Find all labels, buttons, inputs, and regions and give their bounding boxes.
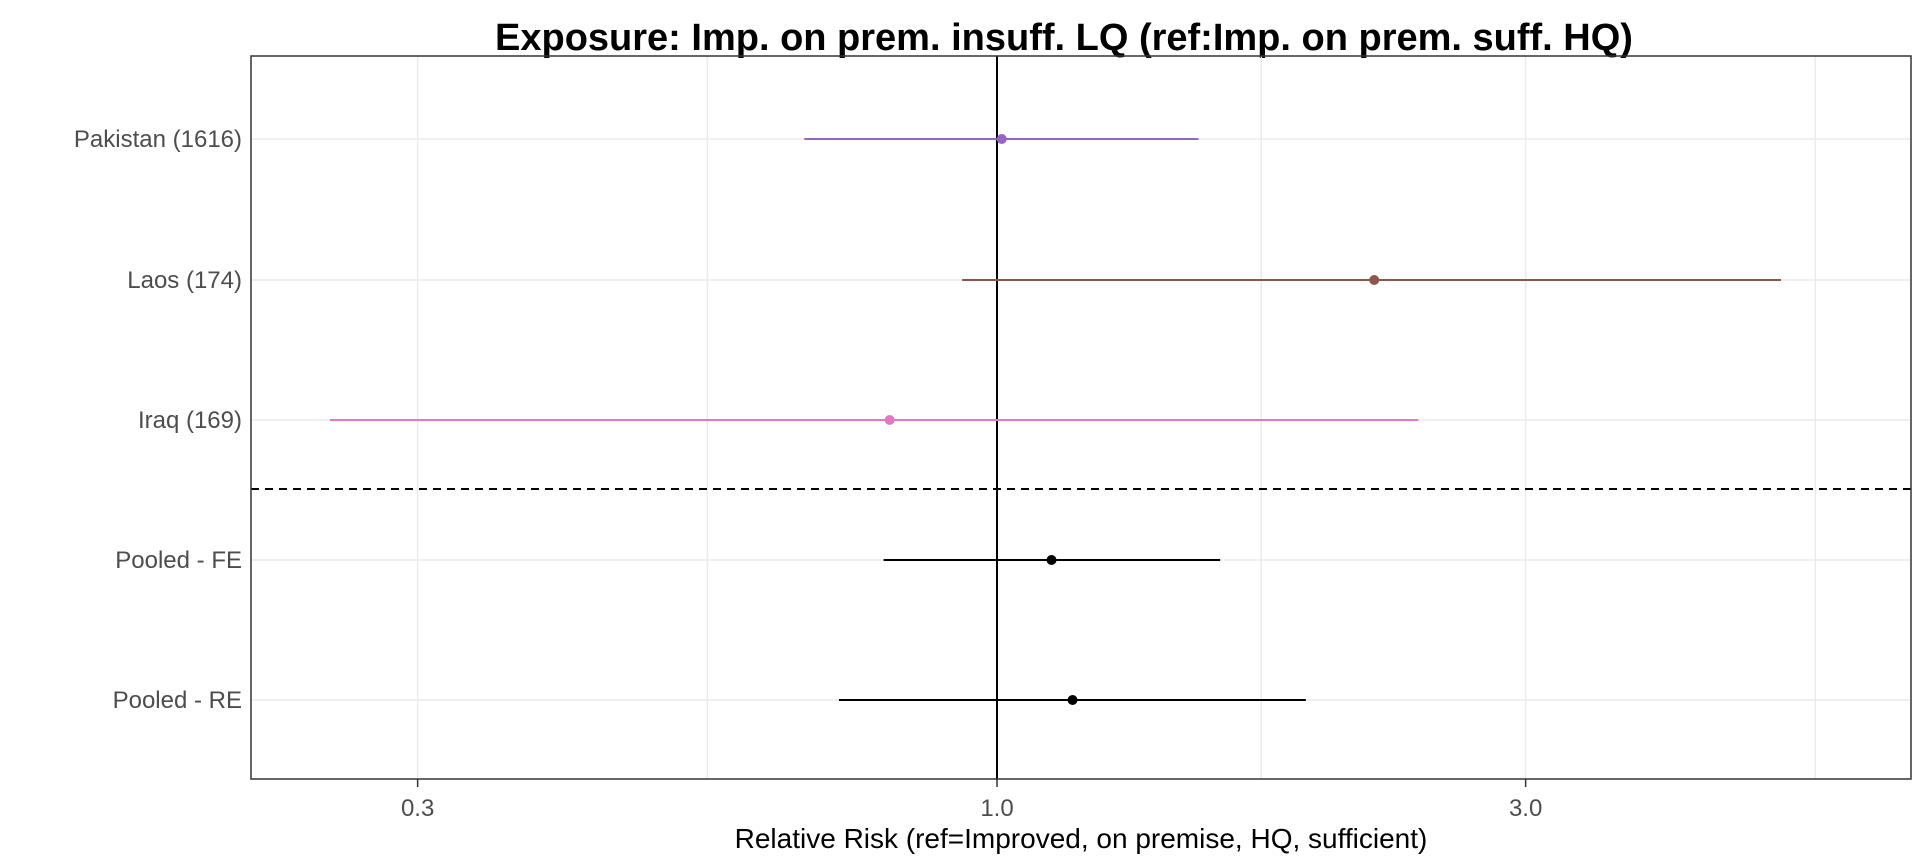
x-tick-label: 3.0: [1509, 795, 1542, 822]
point-estimate-laos-174: [1369, 275, 1380, 285]
point-estimate-pakistan-1616: [996, 134, 1007, 144]
point-estimate-pooled-re: [1067, 695, 1078, 705]
chart-title: Exposure: Imp. on prem. insuff. LQ (ref:…: [495, 17, 1633, 59]
point-estimate-pooled-fe: [1046, 555, 1057, 565]
x-axis-title: Relative Risk (ref=Improved, on premise,…: [735, 823, 1428, 854]
x-tick-label: 0.3: [401, 795, 434, 822]
y-tick-label-iraq-169: Iraq (169): [138, 407, 242, 434]
x-axis-ticks: 0.3 1.0 3.0: [401, 779, 1542, 822]
marks: [329, 134, 1781, 705]
y-tick-label-laos-174: Laos (174): [127, 267, 242, 294]
point-estimate-iraq-169: [884, 415, 895, 425]
x-tick-label: 1.0: [980, 795, 1013, 822]
reference-line-layer: [251, 56, 1911, 779]
grid: [251, 56, 1911, 779]
y-tick-label-pooled-fe: Pooled - FE: [115, 547, 242, 574]
y-tick-label-pooled-re: Pooled - RE: [113, 687, 242, 714]
y-tick-label-pakistan-1616: Pakistan (1616): [74, 126, 242, 153]
y-axis-labels: Pakistan (1616) Laos (174) Iraq (169) Poole…: [74, 126, 242, 714]
plot-panel-border: [250, 55, 1912, 780]
